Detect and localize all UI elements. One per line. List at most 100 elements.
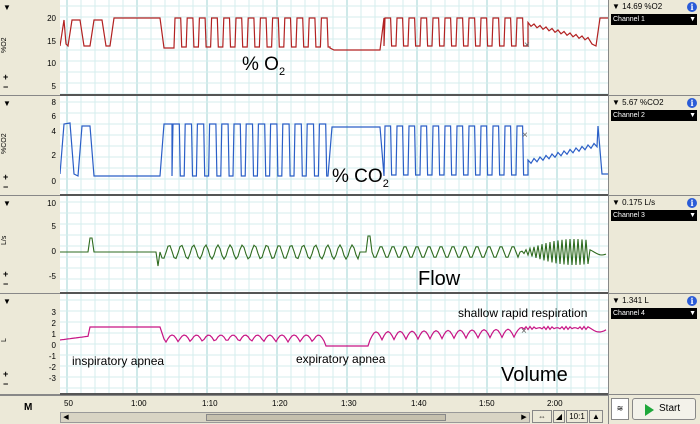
channel-2-readout: ▼ 5.67 %CO2 i Channel 2 ▼ (609, 96, 700, 196)
channel-3-axis: ▼ L/s + − 10 5 0 -5 (0, 196, 60, 294)
channel-4-plot[interactable]: × inspiratory apnea expiratory apnea sha… (60, 294, 608, 395)
tick-label: 3 (51, 308, 56, 317)
shallow-rapid-respiration-annotation: shallow rapid respiration (458, 306, 588, 320)
channel-1-zoom-out-button[interactable]: − (3, 82, 9, 92)
event-marker-icon: × (522, 130, 528, 141)
zoom-ratio-button[interactable]: 10:1 (566, 410, 588, 423)
start-button[interactable]: Start (632, 398, 696, 420)
expiratory-apnea-annotation: expiratory apnea (296, 352, 386, 366)
channel-3-readout: ▼ 0.175 L/s i Channel 3 ▼ (609, 196, 700, 294)
co2-channel-label: % CO2 (332, 166, 389, 190)
channel-1-value: ▼ 14.69 %O2 (612, 2, 663, 11)
tick-label: 5 (51, 222, 56, 231)
zoom-in-time-icon[interactable]: ▲ (589, 410, 603, 423)
channel-2-plot[interactable]: × % CO2 (60, 96, 608, 196)
time-label: 1:20 (272, 399, 288, 408)
channel-1-info-icon[interactable]: i (687, 2, 697, 12)
channel-3-value: ▼ 0.175 L/s (612, 198, 656, 207)
channel-2-graph: × (60, 96, 608, 194)
channel-2-zoom-out-button[interactable]: − (3, 182, 9, 192)
channel-1-zoom-in-button[interactable]: + (3, 72, 9, 82)
channel-1-menu-icon[interactable]: ▼ (3, 3, 11, 12)
channel-2-select[interactable]: Channel 2 ▼ (611, 110, 697, 121)
chevron-down-icon: ▼ (689, 212, 696, 219)
scroll-thumb[interactable] (206, 414, 446, 421)
event-marker-icon: × (524, 40, 530, 51)
volume-trace (60, 325, 607, 347)
tick-label: -5 (48, 272, 56, 281)
tick-label: -1 (48, 352, 56, 361)
tick-label: 8 (51, 98, 56, 107)
channel-1-unit: %O2 (1, 37, 8, 53)
play-icon (645, 404, 654, 416)
tick-label: 4 (51, 127, 56, 136)
channel-4-info-icon[interactable]: i (687, 296, 697, 306)
flow-trace (60, 235, 607, 267)
zoom-out-time-icon[interactable]: ◢ (553, 410, 565, 423)
time-label: 1:50 (479, 399, 495, 408)
channel-4-zoom-in-button[interactable]: + (3, 369, 9, 379)
tick-label: 15 (47, 37, 56, 46)
tick-label: 0 (51, 177, 56, 186)
time-label: 1:10 (202, 399, 218, 408)
channel-4-zoom-out-button[interactable]: − (3, 379, 9, 389)
channel-2-value: ▼ 5.67 %CO2 (612, 98, 664, 107)
channel-4-select[interactable]: Channel 4 ▼ (611, 308, 697, 319)
channel-1-select[interactable]: Channel 1 ▼ (611, 14, 697, 25)
channel-2-menu-icon[interactable]: ▼ (3, 99, 11, 108)
tick-label: 20 (47, 14, 56, 23)
channel-3-zoom-out-button[interactable]: − (3, 279, 9, 289)
tick-label: 0 (51, 247, 56, 256)
channel-3-zoom-in-button[interactable]: + (3, 269, 9, 279)
scroll-right-icon[interactable]: ▶ (521, 414, 527, 421)
channel-3-select[interactable]: Channel 3 ▼ (611, 210, 697, 221)
channel-3-unit: L/s (1, 235, 8, 245)
channel-1-plot[interactable]: × % O2 (60, 0, 608, 96)
channel-3-grid (60, 196, 608, 292)
channel-4-value: ▼ 1.341 L (612, 296, 649, 305)
compress-icon[interactable]: ⇔ (532, 410, 552, 423)
tick-label: 1 (51, 330, 56, 339)
channel-3-menu-icon[interactable]: ▼ (3, 199, 11, 208)
tick-label: 10 (47, 199, 56, 208)
channel-4-axis: ▼ L + − 3 2 1 0 -1 -2 -3 (0, 294, 60, 395)
channel-4-unit: L (1, 338, 8, 342)
o2-channel-label: % O2 (242, 54, 286, 78)
channel-1-axis: ▼ %O2 + − 20 15 10 5 (0, 0, 60, 96)
tick-label: 2 (51, 151, 56, 160)
tick-label: 10 (47, 59, 56, 68)
channel-2-info-icon[interactable]: i (687, 98, 697, 108)
channel-2-axis: ▼ %CO2 + − 8 6 4 2 0 (0, 96, 60, 196)
time-label: 2:00 (547, 399, 563, 408)
co2-trace (60, 122, 608, 177)
channel-2-unit: %CO2 (1, 133, 8, 155)
time-scrollbar[interactable]: ◀ ▶ (60, 412, 530, 423)
channel-4-graph: × (60, 294, 608, 393)
tick-label: -3 (48, 374, 56, 383)
scroll-left-icon[interactable]: ◀ (63, 414, 69, 421)
time-label: 50 (64, 399, 73, 408)
tick-label: 2 (51, 319, 56, 328)
channel-4-grid (60, 294, 608, 393)
flow-channel-label: Flow (418, 268, 461, 290)
channel-3-plot[interactable]: Flow (60, 196, 608, 294)
channel-3-info-icon[interactable]: i (687, 198, 697, 208)
volume-channel-label: Volume (501, 364, 568, 386)
channel-2-zoom-in-button[interactable]: + (3, 172, 9, 182)
chevron-down-icon: ▼ (689, 16, 696, 23)
time-label: 1:00 (131, 399, 147, 408)
tick-label: -2 (48, 363, 56, 372)
o2-trace (60, 17, 608, 51)
start-button-label: Start (659, 403, 681, 414)
channel-4-menu-icon[interactable]: ▼ (3, 297, 11, 306)
marker-icon[interactable]: M (24, 402, 33, 413)
channel-readout-panel: ▼ 14.69 %O2 i Channel 1 ▼ ▼ 5.67 %CO2 i C… (608, 0, 700, 424)
channel-3-graph (60, 196, 608, 292)
tick-label: 6 (51, 112, 56, 121)
left-axis-column: ▼ %O2 + − 20 15 10 5 ▼ %CO2 + − 8 6 4 2 … (0, 0, 60, 424)
channel-1-graph: × (60, 0, 608, 94)
scope-view-icon[interactable]: ≋ (611, 398, 629, 420)
tick-label: 5 (51, 82, 56, 91)
chevron-down-icon: ▼ (689, 112, 696, 119)
